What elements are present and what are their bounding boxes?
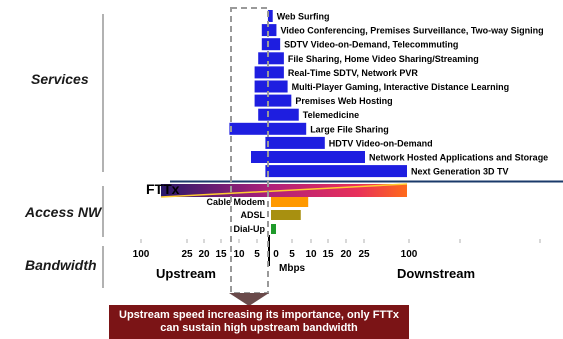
downstream-tick-label: 10 [305,249,317,260]
access-bars: Cable Modem ADSL Dial-Up [206,197,309,234]
access-bar-adsl [271,210,301,220]
row-label-access: Access NW [24,204,103,220]
service-bar-hdtv-video-on-demand [265,136,325,149]
access-bar-dial-up [271,224,276,234]
callout-arrow [229,293,269,306]
upstream-tick-label: 10 [233,249,245,260]
callout-box: Upstream speed increasing its importance… [109,305,409,339]
access-label-dial-up: Dial-Up [234,224,266,234]
service-bar-premises-web-hosting [254,94,292,107]
service-bar-sdtv-video-on-demand-telecommuting [261,38,281,51]
callout-text: Upstream speed increasing its importance… [119,309,399,334]
access-bar-cable-modem [271,197,309,207]
downstream-tick-label: 100 [401,249,418,260]
service-bar-file-sharing-home-video-sharing-streaming [258,52,284,65]
upstream-label: Upstream [156,266,216,281]
axis-unit-label: Mbps [279,263,306,274]
service-bar-telemedicine [258,108,299,121]
access-label-adsl: ADSL [241,210,266,220]
upstream-tick-label: 5 [254,249,260,260]
upstream-tick-label: 15 [215,249,227,260]
upstream-tick-label: 20 [198,249,210,260]
downstream-tick-label: 20 [340,249,352,260]
service-label: Telemedicine [303,110,359,120]
service-bar-large-file-sharing [229,122,307,135]
access-label-cable-modem: Cable Modem [206,197,265,207]
fttx-label: FTTx [146,181,180,197]
service-bar-multi-player-gaming-interactive-distance-learning [254,80,288,93]
downstream-tick-label: 5 [289,249,295,260]
service-label: Premises Web Hosting [295,96,392,106]
downstream-tick-label: 25 [358,249,370,260]
service-label: Multi-Player Gaming, Interactive Distanc… [292,82,510,92]
fttx-diagonal-line [160,183,408,198]
bandwidth-axis: 100 25 20 15 10 5 0 5 10 15 20 25 100 [133,235,541,266]
service-label: Large File Sharing [310,124,389,134]
service-bar-video-conferencing-premises-surveillance-two-way-signing [261,24,277,37]
service-label: Video Conferencing, Premises Surveillanc… [280,26,543,36]
service-bar-network-hosted-applications-and-storage [251,151,365,163]
downstream-tick-label: 0 [273,249,279,260]
upstream-tick-label: 100 [133,249,150,260]
service-label: Network Hosted Applications and Storage [369,153,548,163]
service-label: SDTV Video-on-Demand, Telecommuting [284,40,458,50]
service-label: Web Surfing [277,12,330,22]
service-label: HDTV Video-on-Demand [329,138,433,148]
service-label: Next Generation 3D TV [411,167,509,177]
service-bar-next-generation-3d-tv [265,165,407,178]
row-label-bandwidth: Bandwidth [25,257,97,273]
service-bar-real-time-sdtv-network-pvr [254,66,284,79]
downstream-tick-label: 15 [322,249,334,260]
service-label: Real-Time SDTV, Network PVR [288,68,419,78]
downstream-label: Downstream [397,266,475,281]
services-bars: Web Surfing Video Conferencing, Premises … [229,10,548,178]
row-label-services: Services [31,71,89,87]
service-bar-web-surfing [267,10,273,22]
upstream-tick-label: 25 [181,249,193,260]
service-label: File Sharing, Home Video Sharing/Streami… [288,54,479,64]
